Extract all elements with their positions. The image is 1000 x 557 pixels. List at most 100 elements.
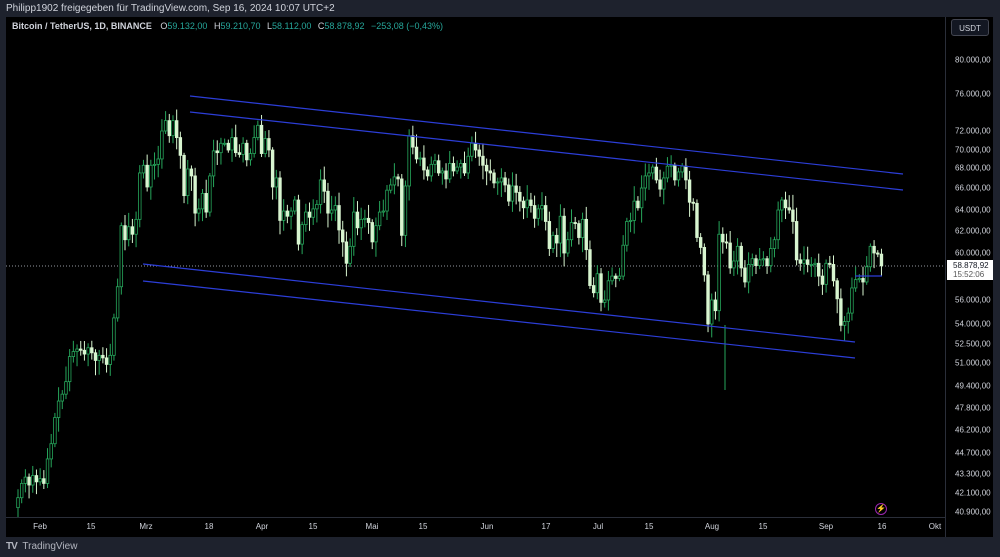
candle (503, 171, 507, 193)
upper-channel-top-line[interactable] (189, 95, 904, 175)
candle (857, 274, 862, 283)
candle (289, 207, 293, 230)
chart-plot-area[interactable] (6, 17, 945, 517)
candle (436, 154, 441, 176)
candle (403, 180, 408, 248)
candle (440, 167, 445, 185)
lower-channel-top-line[interactable] (142, 263, 856, 343)
candle (318, 169, 323, 214)
candle (617, 267, 622, 282)
candle (67, 349, 72, 392)
candle (566, 231, 570, 257)
time-tick-label: Aug (704, 522, 720, 531)
close-value: 58.878,92 (324, 21, 365, 31)
candle (702, 243, 707, 282)
price-tick-label: 60.000,00 (955, 248, 991, 258)
candle (311, 199, 315, 225)
candle (38, 468, 42, 486)
candle (650, 164, 655, 180)
candle (322, 166, 326, 203)
candle (82, 341, 87, 361)
candle (19, 479, 24, 504)
candle (429, 156, 433, 182)
candle (407, 129, 411, 201)
candle (495, 177, 500, 195)
candle (392, 163, 397, 195)
candle (130, 218, 135, 243)
share-header: Philipp1902 freigegeben für TradingView.… (0, 0, 1000, 18)
candle (761, 251, 766, 267)
candle (344, 231, 349, 277)
currency-button[interactable]: USDT (951, 19, 989, 36)
candle (112, 313, 116, 361)
price-tick-label: 46.200,00 (955, 425, 991, 435)
candle (739, 242, 743, 277)
candle (86, 343, 90, 367)
candle (230, 128, 234, 162)
candle (115, 278, 120, 322)
candle (241, 137, 245, 163)
candle (466, 147, 470, 180)
time-tick-label: Sep (818, 522, 834, 531)
price-tick-label: 80.000,00 (955, 55, 991, 65)
candle (42, 470, 46, 490)
candle (433, 153, 437, 173)
tradingview-logo-icon: TV (6, 541, 18, 552)
candle (525, 185, 529, 218)
price-tick-label: 54.000,00 (955, 319, 991, 329)
symbol-title[interactable]: Bitcoin / TetherUS, 1D, BINANCE (12, 21, 152, 31)
symbol-legend: Bitcoin / TetherUS, 1D, BINANCE O59.132,… (12, 20, 443, 32)
candle (876, 250, 880, 258)
candle (226, 139, 231, 153)
candle (341, 220, 345, 257)
candle (721, 227, 725, 254)
candle (555, 228, 559, 258)
upper-channel-bottom-line[interactable] (189, 111, 904, 191)
candle (647, 163, 651, 190)
candle (359, 207, 363, 241)
candle (732, 250, 736, 276)
candle (333, 196, 338, 222)
candle (274, 169, 278, 200)
candle (654, 157, 659, 184)
time-tick-label: 15 (758, 522, 768, 531)
open-label: O (160, 21, 168, 31)
low-value: 58.112,00 (272, 21, 312, 31)
candle (802, 246, 806, 275)
candle (285, 204, 290, 224)
candle (743, 260, 747, 288)
candle (156, 145, 160, 178)
lightning-icon[interactable]: ⚡ (875, 503, 887, 515)
bar-countdown: 15:52:06 (953, 270, 985, 279)
lower-channel-bottom-line[interactable] (142, 280, 856, 359)
candle (267, 130, 271, 158)
candle (865, 256, 869, 285)
time-tick-label: 15 (308, 522, 318, 531)
candle (79, 340, 83, 356)
candle (411, 125, 415, 155)
candle (728, 230, 732, 274)
candle (658, 169, 662, 197)
candle (625, 217, 629, 252)
candle (385, 184, 389, 221)
price-tick-label: 66.000,00 (955, 183, 991, 193)
candle (178, 131, 183, 169)
candle (315, 200, 319, 223)
price-axis[interactable] (945, 17, 994, 537)
candle (603, 290, 607, 308)
candle (200, 188, 205, 222)
candle (580, 212, 585, 253)
candle (805, 246, 810, 273)
candle (591, 277, 596, 298)
candle (850, 277, 854, 321)
footer-branding: TV TradingView (6, 541, 77, 553)
share-text: Philipp1902 freigegeben für TradingView.… (6, 3, 335, 14)
candle (234, 124, 238, 157)
candle (636, 196, 640, 211)
candle (868, 243, 873, 272)
candle (765, 255, 769, 274)
candle (599, 268, 603, 312)
candle (518, 186, 522, 212)
time-axis[interactable] (6, 517, 945, 538)
candle (595, 265, 600, 300)
